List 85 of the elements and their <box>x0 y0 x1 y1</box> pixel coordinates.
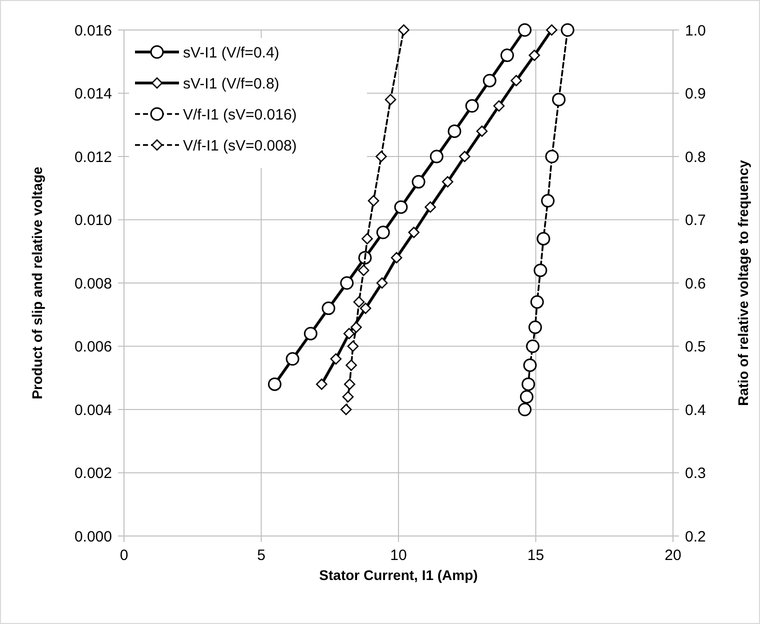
point <box>286 352 300 366</box>
point <box>376 277 388 289</box>
point <box>518 23 532 37</box>
point <box>304 326 318 340</box>
y2-tick-label: 0.9 <box>685 86 706 102</box>
point <box>350 322 362 333</box>
point <box>353 296 365 308</box>
legend-label: V/f-I1 (sV=0.008) <box>183 137 297 154</box>
point <box>346 360 357 371</box>
point <box>394 200 408 214</box>
point <box>442 176 454 188</box>
y2-tick-label: 1.0 <box>685 22 706 40</box>
point <box>534 264 548 278</box>
point <box>340 404 352 416</box>
x-tick-label: 20 <box>664 547 682 564</box>
point <box>493 100 505 112</box>
point <box>408 226 420 238</box>
point <box>368 195 380 206</box>
point <box>520 390 534 404</box>
point <box>398 24 410 36</box>
legend-label: sV-I1 (V/f=0.4) <box>183 44 280 62</box>
point <box>552 92 566 106</box>
legend-label: V/f-I1 (sV=0.016) <box>183 106 297 124</box>
point <box>530 295 544 309</box>
point <box>546 24 558 36</box>
y-tick-label: 0.006 <box>74 338 112 356</box>
point <box>482 74 496 88</box>
point <box>384 94 396 106</box>
point <box>358 264 370 276</box>
y2-tick-label: 0.6 <box>685 275 706 292</box>
point <box>536 232 550 246</box>
y2-axis-title: Ratio of relative voltage to frequency <box>735 160 751 406</box>
point <box>412 175 426 189</box>
point <box>528 320 542 334</box>
y-tick-label: 0.014 <box>74 86 112 102</box>
y2-tick-label: 0.8 <box>685 148 706 166</box>
x-tick-label: 5 <box>257 547 266 564</box>
x-tick-label: 0 <box>120 547 128 564</box>
point <box>362 233 373 244</box>
y-tick-label: 0.010 <box>74 212 112 229</box>
point <box>545 150 559 164</box>
point <box>523 358 537 372</box>
point <box>424 201 436 213</box>
x-tick-label: 15 <box>527 547 544 564</box>
point <box>518 402 532 416</box>
point <box>448 124 462 138</box>
point <box>344 378 356 390</box>
y-tick-label: 0.012 <box>74 148 112 166</box>
x-tick-label: 10 <box>390 547 407 564</box>
point <box>390 252 402 264</box>
point <box>360 302 372 314</box>
y-tick-label: 0.008 <box>74 275 112 292</box>
point <box>340 276 354 290</box>
point <box>541 194 555 208</box>
y2-tick-label: 0.5 <box>685 338 706 356</box>
y2-tick-label: 0.4 <box>685 402 706 419</box>
point <box>343 328 355 340</box>
point <box>560 23 574 37</box>
point <box>476 126 488 137</box>
point <box>430 150 444 164</box>
point <box>465 99 479 113</box>
x-axis-title: Stator Current, I1 (Amp) <box>319 567 478 583</box>
y-tick-label: 0.004 <box>74 402 112 419</box>
y-tick-label: 0.002 <box>74 465 112 482</box>
point <box>376 226 390 240</box>
y-tick-label: 0.000 <box>74 528 112 546</box>
point <box>322 302 336 316</box>
point <box>342 391 354 402</box>
point <box>500 48 514 62</box>
y-tick-label: 0.016 <box>74 22 112 40</box>
point <box>510 74 522 86</box>
point <box>316 378 328 390</box>
point <box>268 377 282 391</box>
y2-tick-label: 0.2 <box>685 528 706 546</box>
y2-tick-label: 0.3 <box>685 465 706 482</box>
point <box>347 340 359 352</box>
y2-tick-label: 0.7 <box>685 212 706 229</box>
point <box>376 150 387 162</box>
point <box>526 340 540 353</box>
point <box>528 50 540 61</box>
y-axis-title: Product of slip and relative voltage <box>29 166 45 400</box>
point <box>330 353 342 365</box>
point <box>522 377 536 391</box>
legend-label: sV-I1 (V/f=0.8) <box>183 75 280 92</box>
point <box>459 150 470 162</box>
